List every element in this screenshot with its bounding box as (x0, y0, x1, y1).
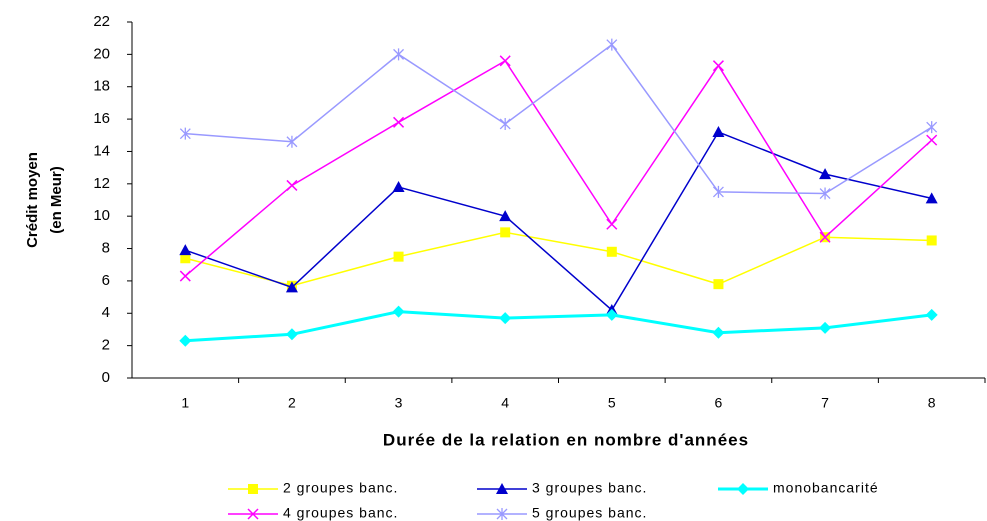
data-point (925, 192, 938, 204)
data-point (393, 251, 404, 262)
y-tick-label: 4 (102, 304, 110, 321)
data-point (712, 60, 724, 72)
data-point (392, 305, 405, 318)
y-tick-label: 14 (93, 142, 110, 159)
data-point (712, 326, 725, 339)
y-axis-label: (en Meur) (48, 166, 65, 234)
legend-marker (737, 483, 749, 495)
y-tick-label: 20 (93, 45, 110, 62)
data-point (499, 210, 512, 222)
data-point (392, 181, 405, 193)
x-tick-label: 7 (821, 395, 829, 411)
data-point (499, 55, 511, 67)
series-line (185, 310, 932, 343)
x-tick-label: 5 (608, 395, 616, 411)
data-point (712, 185, 724, 198)
legend-marker (496, 483, 508, 494)
y-tick-label: 22 (93, 13, 110, 30)
legend-marker (496, 508, 508, 520)
data-point (393, 48, 405, 61)
data-point (179, 127, 191, 140)
x-tick-label: 1 (181, 395, 189, 411)
legend-label: 2 groupes banc. (283, 480, 398, 496)
series-line (185, 131, 932, 312)
y-tick-label: 12 (93, 175, 110, 192)
x-tick-label: 6 (715, 395, 723, 411)
y-tick-label: 8 (102, 240, 110, 257)
data-point (926, 235, 937, 246)
data-point (926, 134, 938, 146)
x-axis-label: Durée de la relation en nombre d'années (383, 430, 749, 449)
x-tick-label: 2 (288, 395, 296, 411)
x-tick-label: 8 (928, 395, 936, 411)
data-point (286, 179, 298, 191)
data-point (179, 334, 192, 347)
y-tick-label: 6 (102, 272, 110, 289)
y-tick-label: 2 (102, 337, 110, 354)
data-point (500, 227, 511, 238)
data-point (606, 38, 618, 51)
data-point (180, 253, 191, 264)
series-line (185, 231, 932, 287)
legend-marker (248, 484, 258, 494)
data-point (712, 126, 725, 138)
y-axis-label: Crédit moyen (24, 152, 41, 248)
x-tick-label: 4 (501, 395, 509, 411)
data-point (179, 244, 192, 256)
data-point (285, 281, 298, 293)
y-tick-label: 0 (102, 369, 110, 386)
series-line (184, 59, 933, 277)
y-tick-label: 18 (93, 78, 110, 95)
y-tick-label: 16 (93, 110, 110, 127)
legend-label: 4 groupes banc. (283, 505, 398, 521)
data-point (606, 246, 617, 257)
data-point (285, 328, 298, 341)
data-point (819, 187, 831, 200)
data-point (499, 312, 512, 325)
data-point (499, 117, 511, 130)
y-tick-label: 10 (93, 207, 110, 224)
legend-label: 5 groupes banc. (532, 505, 647, 521)
series-line (185, 43, 933, 195)
x-tick-label: 3 (395, 395, 403, 411)
legend-label: monobancarité (773, 480, 879, 496)
legend-marker (247, 508, 259, 520)
data-point (713, 279, 724, 290)
data-point (286, 135, 298, 148)
data-point (819, 231, 831, 243)
legend-label: 3 groupes banc. (532, 480, 647, 496)
data-point (179, 270, 191, 282)
data-point (606, 218, 618, 230)
data-point (819, 168, 832, 180)
data-point (819, 321, 832, 334)
data-point (393, 116, 405, 128)
data-point (926, 121, 938, 134)
data-point (605, 308, 618, 321)
data-point (925, 308, 938, 321)
